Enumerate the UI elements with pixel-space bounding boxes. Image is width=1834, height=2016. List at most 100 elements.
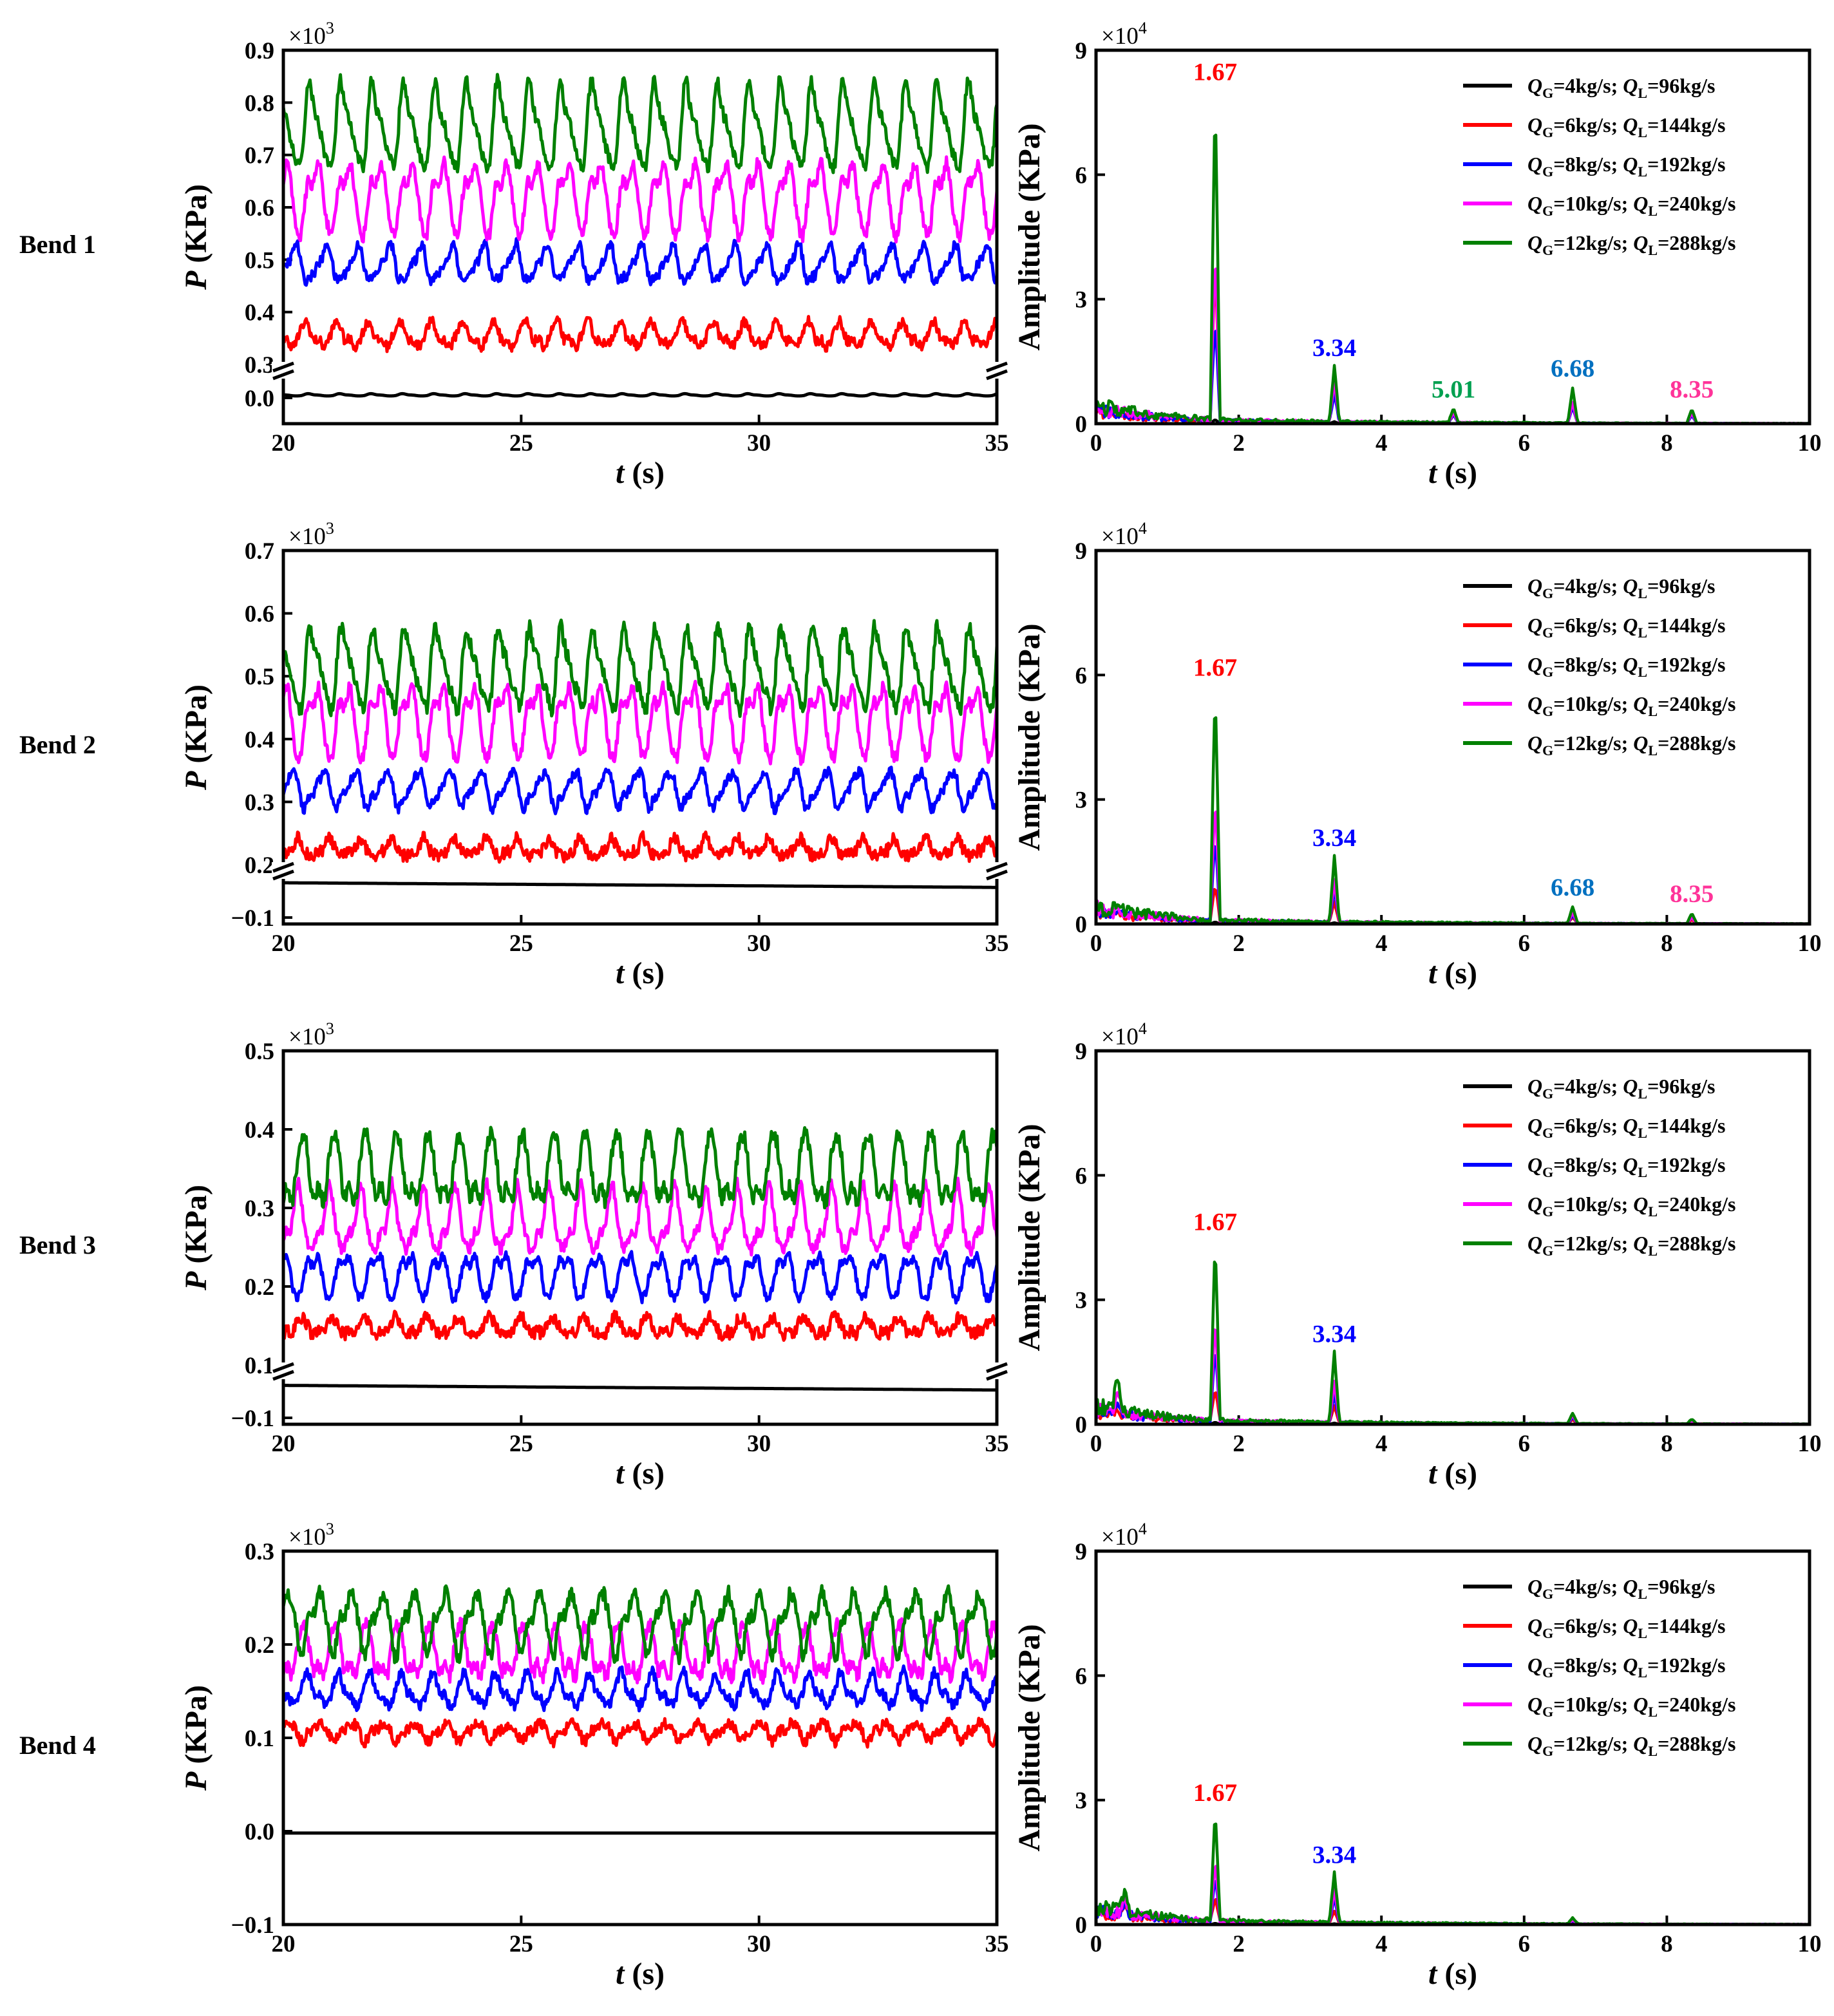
x-axis-title: t (s) — [1428, 456, 1477, 490]
axis-multiplier: ×104 — [1101, 19, 1147, 50]
series-line — [283, 315, 997, 353]
y-tick-label: 0.0 — [245, 386, 274, 412]
peak-label: 1.67 — [1193, 654, 1237, 682]
x-tick-label: 0 — [1090, 430, 1102, 457]
y-tick-label: 0.6 — [245, 601, 274, 628]
x-axis-title: t (s) — [616, 956, 665, 990]
x-tick-label: 0 — [1090, 1431, 1102, 1457]
y-tick-label: 0.2 — [245, 853, 274, 879]
axis-break-mark — [986, 361, 1008, 373]
plot-frame — [1094, 1049, 1811, 1426]
y-tick-label: 9 — [1075, 538, 1088, 565]
x-tick-label: 25 — [509, 1431, 533, 1457]
legend-label: QG=12kg/s; QL=288kg/s — [1527, 731, 1735, 758]
legend-label: QG=10kg/s; QL=240kg/s — [1527, 692, 1735, 719]
x-axis-title: t (s) — [1428, 956, 1477, 990]
legend-label: QG=12kg/s; QL=288kg/s — [1527, 1232, 1735, 1259]
y-tick-label: 6 — [1075, 162, 1088, 189]
legend: QG=4kg/s; QL=96kg/s QG=6kg/s; QL=144kg/s Q… — [1463, 574, 1735, 758]
spectrum-panel: 0 3 6 9 0 2 4 6 8 10 1.67 3.34 ×104 t (s) Amplitude (K… — [1012, 1520, 1822, 1991]
spectrum-line — [1094, 1354, 1810, 1426]
y-axis-title: Amplitude (KPa) — [1012, 1124, 1046, 1351]
series-line — [283, 618, 997, 718]
series-line — [283, 679, 997, 766]
time-panel: 0.3 0.4 0.5 0.6 0.7 0.8 0.9 0.0 20 25 30 35 ×103 t (s… — [179, 19, 1009, 490]
spectrum-line — [1095, 1822, 1810, 1927]
legend-label: QG=6kg/s; QL=144kg/s — [1527, 1614, 1725, 1641]
peak-label: 3.34 — [1312, 824, 1356, 852]
spectrum-panel: 0 3 6 9 0 2 4 6 8 10 1.67 3.34 ×104 t (s) Amplitude (K… — [1012, 1019, 1822, 1491]
legend-label: QG=12kg/s; QL=288kg/s — [1527, 1732, 1735, 1759]
y-tick-label: 0.0 — [245, 1819, 274, 1845]
legend-label: QG=10kg/s; QL=240kg/s — [1527, 1192, 1735, 1220]
series-line — [283, 1717, 997, 1749]
series-line — [283, 1664, 997, 1713]
y-tick-label: 9 — [1075, 1039, 1088, 1065]
series-line — [283, 73, 997, 174]
y-axis-title: P (KPa) — [179, 1185, 213, 1291]
axis-multiplier: ×103 — [288, 1520, 334, 1550]
y-tick-label: 9 — [1075, 1539, 1088, 1565]
legend-label: QG=12kg/s; QL=288kg/s — [1527, 231, 1735, 258]
peak-label: 8.35 — [1670, 880, 1714, 908]
legend-label: QG=6kg/s; QL=144kg/s — [1527, 113, 1725, 140]
x-tick-label: 2 — [1233, 430, 1245, 457]
x-tick-label: 10 — [1798, 1931, 1822, 1957]
legend-label: QG=10kg/s; QL=240kg/s — [1527, 192, 1735, 219]
y-tick-label: 3 — [1075, 1288, 1088, 1314]
x-tick-label: 25 — [509, 1931, 533, 1957]
y-tick-label: 0.3 — [245, 352, 274, 379]
time-panel: 0.1 0.2 0.3 0.4 0.5 −0.120 25 30 35 ×103 t (s) P (K… — [179, 1019, 1009, 1491]
x-tick-label: 4 — [1376, 1931, 1388, 1957]
y-tick-label: 0.3 — [245, 1196, 274, 1222]
axis-break-mark — [986, 862, 1008, 873]
plot-frame — [281, 549, 999, 926]
y-axis-title: P (KPa) — [179, 184, 213, 290]
spectrum-line — [1095, 1328, 1810, 1426]
legend-label: QG=4kg/s; QL=96kg/s — [1527, 1575, 1715, 1602]
y-tick-label: −0.1 — [231, 905, 274, 932]
axis-break-mark — [272, 1370, 294, 1381]
axis-break-mark — [986, 869, 1008, 881]
x-axis-title: t (s) — [616, 1957, 665, 1991]
y-tick-label: 0 — [1075, 1412, 1088, 1438]
y-tick-label: 0.8 — [245, 90, 274, 117]
x-tick-label: 2 — [1233, 930, 1245, 957]
y-axis-title: Amplitude (KPa) — [1012, 1624, 1046, 1851]
y-tick-label: 0.7 — [245, 143, 274, 169]
y-tick-label: 3 — [1075, 287, 1088, 314]
peak-label: 3.34 — [1312, 334, 1356, 362]
peak-label: 1.67 — [1193, 1208, 1237, 1236]
y-tick-label: 0.3 — [245, 789, 274, 816]
plot-frame — [281, 1049, 999, 1426]
peak-label: 5.01 — [1432, 375, 1475, 403]
x-tick-label: 8 — [1661, 1431, 1673, 1457]
series-line — [283, 391, 997, 398]
x-tick-label: 10 — [1798, 930, 1822, 957]
legend-label: QG=4kg/s; QL=96kg/s — [1527, 74, 1715, 101]
x-tick-label: 4 — [1376, 430, 1388, 457]
legend-label: QG=10kg/s; QL=240kg/s — [1527, 1693, 1735, 1720]
y-axis-title: P (KPa) — [179, 1685, 213, 1791]
x-axis-title: t (s) — [616, 456, 665, 490]
series-line — [283, 881, 997, 889]
peak-label: 3.34 — [1312, 1842, 1356, 1869]
row-label: Bend 1 — [19, 230, 96, 259]
x-tick-label: 35 — [985, 930, 1009, 957]
x-tick-label: 25 — [509, 430, 533, 457]
time-panel: 0.2 0.3 0.4 0.5 0.6 0.7 −0.120 25 30 35 ×103 t (s) P… — [179, 519, 1009, 990]
axis-multiplier: ×103 — [288, 19, 334, 50]
time-panel: −0.1 0.0 0.1 0.2 0.3 20 25 30 35 ×103 t (s) P (KPa) — [179, 1520, 1009, 1991]
row-label: Bend 2 — [19, 730, 96, 759]
x-tick-label: 20 — [272, 930, 296, 957]
axis-multiplier: ×104 — [1101, 519, 1147, 550]
x-tick-label: 6 — [1518, 1431, 1531, 1457]
x-tick-label: 2 — [1233, 1931, 1245, 1957]
y-axis-title: Amplitude (KPa) — [1012, 123, 1046, 350]
x-axis-title: t (s) — [616, 1456, 665, 1491]
plot-frame — [281, 48, 999, 426]
y-tick-label: 0.5 — [245, 247, 274, 274]
x-tick-label: 10 — [1798, 430, 1822, 457]
y-tick-label: 6 — [1075, 663, 1088, 689]
